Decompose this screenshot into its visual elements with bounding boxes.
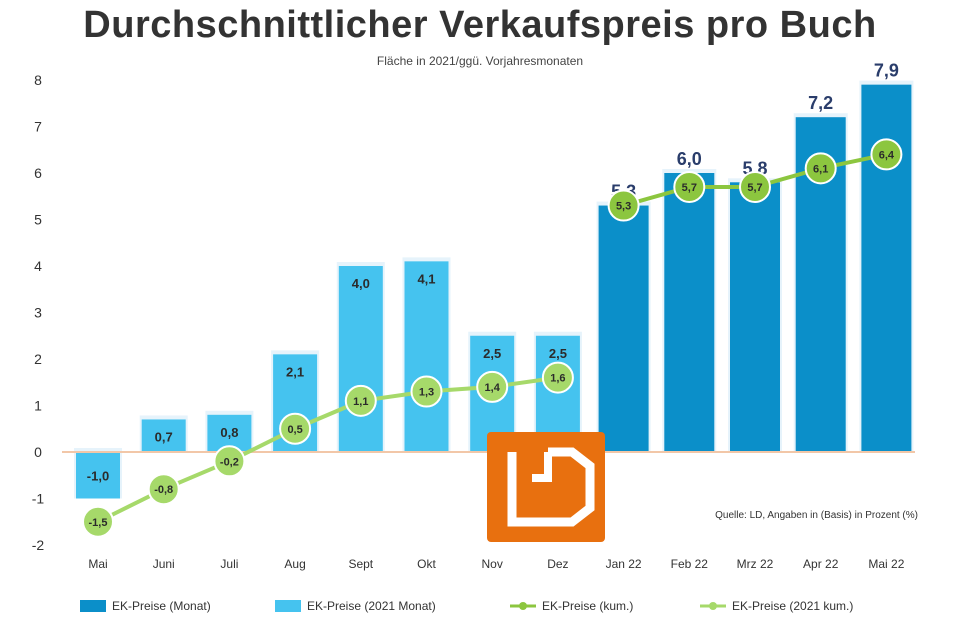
point-value-label: 6,1 xyxy=(813,163,828,175)
legend: EK-Preise (Monat) EK-Preise (2021 Monat) E… xyxy=(80,599,853,613)
line-point xyxy=(870,138,903,171)
bar xyxy=(76,452,120,499)
logo-mark-inner xyxy=(532,452,552,482)
y-tick-label: 3 xyxy=(34,305,42,321)
x-tick-label: Nov xyxy=(482,557,503,571)
bar-value-label: 7,9 xyxy=(874,61,899,81)
point-value-label: -1,5 xyxy=(89,517,108,529)
line-point xyxy=(344,384,377,417)
point-value-label: -0,2 xyxy=(220,456,239,468)
bar xyxy=(598,205,649,452)
x-tick-label: Feb 22 xyxy=(671,557,709,571)
line-point xyxy=(213,445,246,478)
bar-value-label: 2,1 xyxy=(286,364,304,379)
y-tick-label: 4 xyxy=(34,258,42,274)
legend-swatch xyxy=(80,600,106,612)
point-value-label: 1,3 xyxy=(419,387,434,399)
legend-label: EK-Preise (2021 Monat) xyxy=(307,599,436,613)
legend-swatch-dot xyxy=(709,602,717,610)
y-tick-label: -1 xyxy=(32,491,45,507)
point-value-label: 1,4 xyxy=(485,382,501,394)
legend-label: EK-Preise (2021 kum.) xyxy=(732,599,853,613)
legend-swatch xyxy=(275,600,301,612)
line-point xyxy=(607,189,640,222)
bar xyxy=(338,266,383,452)
line-point xyxy=(410,375,443,408)
bar-value-label: 7,2 xyxy=(808,93,833,113)
y-tick-label: 5 xyxy=(34,212,42,228)
y-axis: -2 -1 0 1 2 3 4 5 6 7 8 xyxy=(32,72,45,553)
x-tick-label: Mrz 22 xyxy=(737,557,774,571)
x-tick-label: Juni xyxy=(153,557,175,571)
chart-subtitle: Fläche in 2021/ggü. Vorjahresmonaten xyxy=(376,54,584,68)
line-point xyxy=(541,361,574,394)
lines-group: 5,3 5,7 5,7 6,1 6,4 -1,5 -0,8 -0,2 0,5 1,1 1,3 1,4 1… xyxy=(82,138,903,538)
point-value-label: 1,1 xyxy=(353,396,368,408)
bar-value-label: -1,0 xyxy=(87,468,109,483)
line-point xyxy=(279,412,312,445)
legend-label: EK-Preise (Monat) xyxy=(112,599,211,613)
legend-label: EK-Preise (kum.) xyxy=(542,599,633,613)
bars-group: 5,36,05,87,27,9-1,00,70,82,14,04,12,52,5 xyxy=(74,61,914,499)
point-value-label: 1,6 xyxy=(550,373,565,385)
bar xyxy=(141,419,186,452)
point-value-label: -0,8 xyxy=(154,484,173,496)
x-axis-labels: Mai Juni Juli Aug Sept Okt Nov Dez Jan 22 Feb 22 M… xyxy=(88,557,904,571)
bar xyxy=(730,182,780,453)
bar-value-label: 2,5 xyxy=(483,346,501,361)
y-tick-label: 2 xyxy=(34,351,42,367)
bar-value-label: 4,0 xyxy=(352,276,370,291)
legend-swatch-dot xyxy=(519,602,527,610)
bar-value-label: 0,8 xyxy=(220,425,238,440)
y-tick-label: 6 xyxy=(34,165,42,181)
x-tick-label: Aug xyxy=(284,557,305,571)
x-tick-label: Jan 22 xyxy=(606,557,642,571)
x-tick-label: Mai 22 xyxy=(868,557,904,571)
line-point xyxy=(82,505,114,538)
point-value-label: 0,5 xyxy=(287,424,302,436)
y-tick-label: 1 xyxy=(34,398,42,414)
point-value-label: 6,4 xyxy=(879,149,895,161)
y-tick-label: -2 xyxy=(32,537,45,553)
source-note: Quelle: LD, Angaben in (Basis) in Prozen… xyxy=(715,510,918,521)
bar xyxy=(664,173,715,452)
y-tick-label: 7 xyxy=(34,119,42,135)
line-point xyxy=(147,473,180,506)
y-tick-label: 8 xyxy=(34,72,42,88)
x-tick-label: Apr 22 xyxy=(803,557,839,571)
bar-value-label: 2,5 xyxy=(549,346,567,361)
point-value-label: 5,7 xyxy=(682,182,697,194)
ld-logo xyxy=(487,432,605,542)
bar-value-label: 0,7 xyxy=(155,429,173,444)
point-value-label: 5,7 xyxy=(747,182,762,194)
line-point xyxy=(804,152,837,185)
line-point xyxy=(476,370,509,403)
point-value-label: 5,3 xyxy=(616,201,631,213)
x-tick-label: Dez xyxy=(547,557,568,571)
x-tick-label: Mai xyxy=(88,557,107,571)
x-tick-label: Sept xyxy=(348,557,373,571)
bar xyxy=(404,261,449,452)
bar-value-label: 4,1 xyxy=(417,271,435,286)
x-tick-label: Okt xyxy=(417,557,436,571)
y-tick-label: 0 xyxy=(34,444,42,460)
chart-title: Durchschnittlicher Verkaufspreis pro Buc… xyxy=(83,4,877,46)
line-point xyxy=(739,170,771,203)
bar-value-label: 6,0 xyxy=(677,149,702,169)
line-point xyxy=(673,170,706,203)
x-tick-label: Juli xyxy=(220,557,238,571)
